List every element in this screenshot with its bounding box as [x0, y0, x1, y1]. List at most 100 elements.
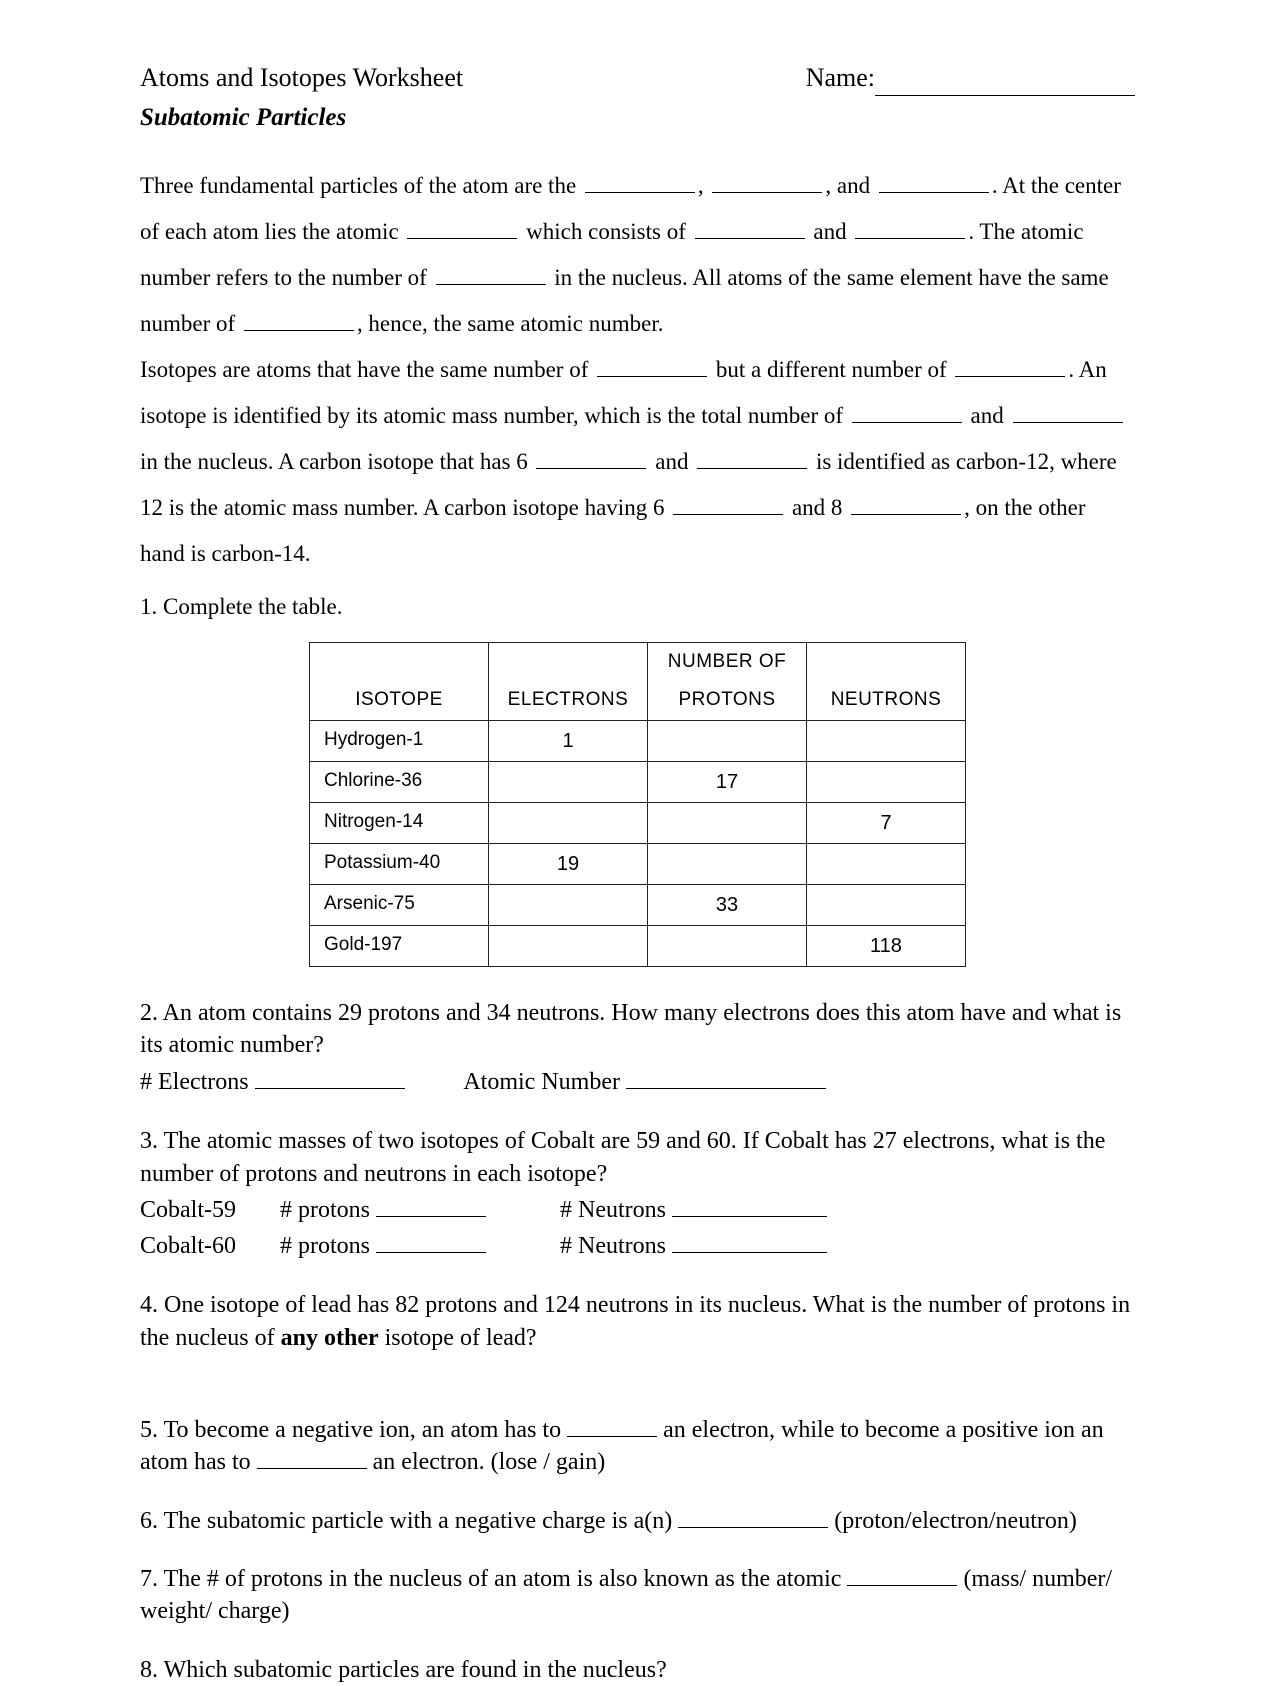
- blank[interactable]: [672, 1252, 827, 1253]
- blank[interactable]: [879, 169, 989, 193]
- cell-protons[interactable]: [648, 843, 807, 884]
- cell-electrons[interactable]: [489, 761, 648, 802]
- iso-name: Potassium-40: [310, 843, 489, 884]
- blank[interactable]: [847, 1585, 957, 1586]
- th-numberof: NUMBER OF: [648, 642, 807, 681]
- fill-text: ,: [698, 173, 710, 198]
- cell-electrons[interactable]: [489, 925, 648, 966]
- q4-bold: any other: [281, 1325, 379, 1351]
- cobalt-protons: # protons: [280, 1194, 560, 1228]
- blank[interactable]: [695, 215, 805, 239]
- fill-text: in the nucleus. A carbon isotope that ha…: [140, 449, 533, 474]
- cobalt-row: Cobalt-60 # protons # Neutrons: [140, 1230, 1135, 1264]
- blank[interactable]: [376, 1252, 486, 1253]
- question-6: 6. The subatomic particle with a negativ…: [140, 1505, 1135, 1537]
- table-row: Gold-197 118: [310, 925, 966, 966]
- fill-text: Three fundamental particles of the atom …: [140, 173, 582, 198]
- question-1-prompt: 1. Complete the table.: [140, 591, 1135, 623]
- cell-neutrons[interactable]: [807, 884, 966, 925]
- table-row: Arsenic-75 33: [310, 884, 966, 925]
- q4-text-b: isotope of lead?: [379, 1325, 537, 1351]
- cobalt-row: Cobalt-59 # protons # Neutrons: [140, 1194, 1135, 1228]
- cell-neutrons[interactable]: [807, 761, 966, 802]
- name-field: Name:: [806, 60, 1135, 96]
- worksheet-title: Atoms and Isotopes Worksheet: [140, 60, 463, 96]
- isotope-table: ISOTOPE ELECTRONS NUMBER OF NEUTRONS PRO…: [309, 642, 966, 967]
- q6b: (proton/electron/neutron): [828, 1508, 1077, 1534]
- blank[interactable]: [855, 215, 965, 239]
- fill-text: which consists of: [520, 219, 691, 244]
- fill-text: Isotopes are atoms that have the same nu…: [140, 357, 594, 382]
- question-7: 7. The # of protons in the nucleus of an…: [140, 1563, 1135, 1628]
- cell-electrons[interactable]: 19: [489, 843, 648, 884]
- worksheet-page: Atoms and Isotopes Worksheet Name: Subat…: [0, 0, 1275, 1651]
- cell-neutrons[interactable]: [807, 720, 966, 761]
- blank[interactable]: [697, 445, 807, 469]
- question-5: 5. To become a negative ion, an atom has…: [140, 1414, 1135, 1479]
- cobalt-iso: Cobalt-60: [140, 1230, 280, 1264]
- blank[interactable]: [376, 1216, 486, 1217]
- cell-electrons[interactable]: [489, 884, 648, 925]
- fill-text: and 8: [786, 495, 848, 520]
- question-3: 3. The atomic masses of two isotopes of …: [140, 1125, 1135, 1190]
- cobalt-iso: Cobalt-59: [140, 1194, 280, 1228]
- table-row: Chlorine-36 17: [310, 761, 966, 802]
- table-row: Hydrogen-1 1: [310, 720, 966, 761]
- cobalt-neutrons: # Neutrons: [560, 1230, 827, 1264]
- blank[interactable]: [852, 399, 962, 423]
- name-label-text: Name:: [806, 63, 875, 92]
- q7a: 7. The # of protons in the nucleus of an…: [140, 1566, 847, 1592]
- blank[interactable]: [257, 1468, 367, 1469]
- cell-neutrons[interactable]: [807, 843, 966, 884]
- atomic-number-blank[interactable]: [626, 1088, 826, 1089]
- header-row: Atoms and Isotopes Worksheet Name:: [140, 60, 1135, 96]
- th-isotope: ISOTOPE: [310, 642, 489, 720]
- blank[interactable]: [712, 169, 822, 193]
- blank[interactable]: [585, 169, 695, 193]
- cell-electrons[interactable]: 1: [489, 720, 648, 761]
- th-electrons: ELECTRONS: [489, 642, 648, 720]
- name-blank-line[interactable]: [875, 95, 1135, 96]
- cell-protons[interactable]: [648, 802, 807, 843]
- cell-protons[interactable]: [648, 925, 807, 966]
- blank[interactable]: [678, 1527, 828, 1528]
- atomic-number-label: Atomic Number: [463, 1069, 626, 1095]
- blank[interactable]: [436, 261, 546, 285]
- iso-name: Nitrogen-14: [310, 802, 489, 843]
- iso-name: Chlorine-36: [310, 761, 489, 802]
- cell-neutrons[interactable]: 118: [807, 925, 966, 966]
- cell-protons[interactable]: 17: [648, 761, 807, 802]
- q5a: 5. To become a negative ion, an atom has…: [140, 1417, 567, 1443]
- q5c: an electron. (lose / gain): [367, 1449, 606, 1475]
- q6a: 6. The subatomic particle with a negativ…: [140, 1508, 678, 1534]
- cell-protons[interactable]: 33: [648, 884, 807, 925]
- subtitle: Subatomic Particles: [140, 100, 1135, 135]
- cobalt-protons: # protons: [280, 1230, 560, 1264]
- blank[interactable]: [673, 491, 783, 515]
- iso-name: Gold-197: [310, 925, 489, 966]
- question-8: 8. Which subatomic particles are found i…: [140, 1654, 1135, 1686]
- blank[interactable]: [851, 491, 961, 515]
- electrons-blank[interactable]: [255, 1088, 405, 1089]
- question-2: 2. An atom contains 29 protons and 34 ne…: [140, 997, 1135, 1062]
- blank[interactable]: [567, 1436, 657, 1437]
- blank[interactable]: [672, 1216, 827, 1217]
- fill-text: , hence, the same atomic number.: [357, 311, 664, 336]
- question-4: 4. One isotope of lead has 82 protons an…: [140, 1289, 1135, 1354]
- blank[interactable]: [955, 353, 1065, 377]
- table-row: Nitrogen-14 7: [310, 802, 966, 843]
- blank[interactable]: [597, 353, 707, 377]
- fill-text: and: [965, 403, 1010, 428]
- fill-text: but a different number of: [710, 357, 952, 382]
- th-protons: PROTONS: [648, 681, 807, 720]
- cell-protons[interactable]: [648, 720, 807, 761]
- fill-text: and: [808, 219, 853, 244]
- blank[interactable]: [1013, 399, 1123, 423]
- cell-neutrons[interactable]: 7: [807, 802, 966, 843]
- question-2-answers: # Electrons Atomic Number: [140, 1066, 1135, 1100]
- cell-electrons[interactable]: [489, 802, 648, 843]
- cobalt-neutrons: # Neutrons: [560, 1194, 827, 1228]
- blank[interactable]: [407, 215, 517, 239]
- blank[interactable]: [536, 445, 646, 469]
- blank[interactable]: [244, 307, 354, 331]
